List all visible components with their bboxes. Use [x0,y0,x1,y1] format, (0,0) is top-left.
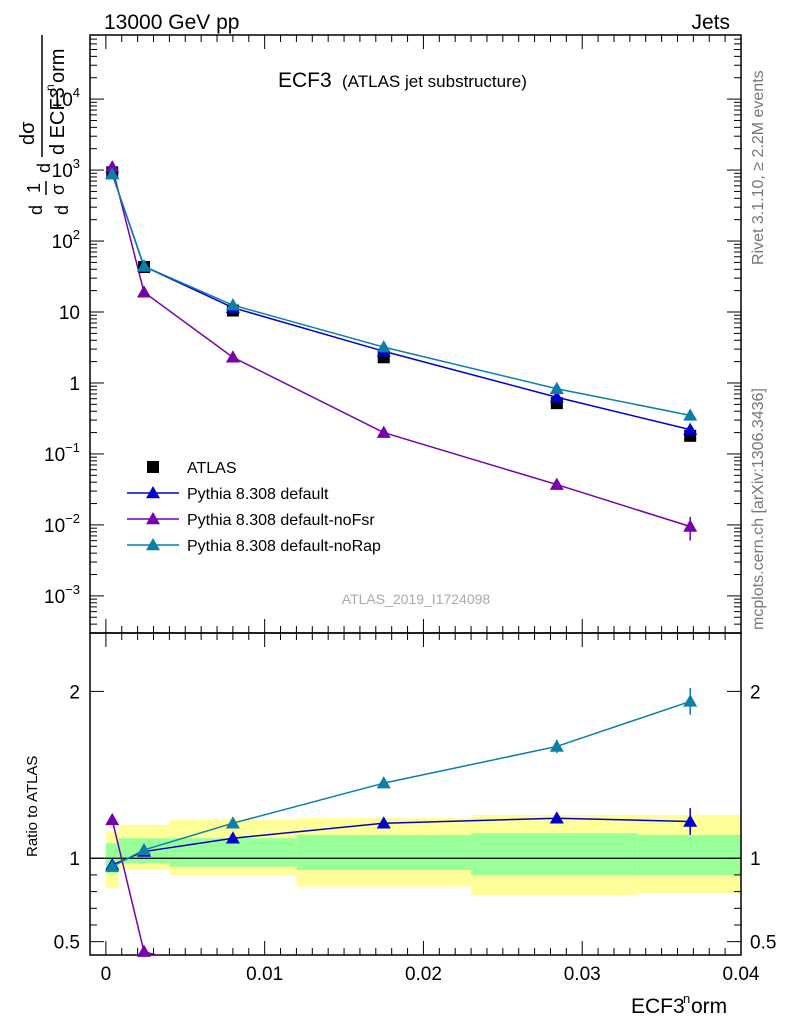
main-mc-point [376,340,391,353]
main-y-tick-label: 10−1 [44,440,80,466]
main-mc-point [376,425,391,438]
svg-text:1: 1 [24,183,44,193]
main-y-tick-label: 103 [52,156,80,182]
band-inner [637,834,741,875]
svg-text:d ECF3: d ECF3 [47,87,69,155]
svg-text:d: d [34,163,54,173]
legend-label: Pythia 8.308 default-noRap [187,538,381,555]
main-y-tick-label: 10−3 [44,582,80,608]
ratio-point [136,944,151,957]
main-panel-series [105,160,698,541]
plot-subtitle: (ATLAS jet substructure) [342,72,527,91]
main-y-tick-label: 102 [52,227,80,253]
legend-marker [146,486,160,499]
legend-marker [146,512,160,525]
ratio-point [376,816,391,829]
main-mc-point [105,167,120,180]
ratio-y-tick-label-left: 2 [69,682,80,703]
main-mc-point [105,160,120,173]
main-mc-point [549,381,564,394]
svg-text:orm: orm [47,49,69,83]
main-mc-point [683,408,698,421]
ratio-point [683,694,698,707]
ratio-point [136,842,151,856]
ratio-point [549,811,564,824]
ratio-y-tick-label-right: 2 [750,682,761,703]
legend-label: Pythia 8.308 default-noFsr [187,512,375,529]
header-right: Jets [691,11,730,34]
ratio-x-tick-label: 0.03 [564,964,601,985]
ratio-point [225,816,240,829]
svg-text:σ: σ [48,184,68,195]
main-y-tick-label: 104 [52,85,80,111]
main-series-line [111,173,691,431]
ratio-point [105,812,120,826]
ratio-y-axis-label: Ratio to ATLAS [24,756,41,857]
svg-text:n: n [43,84,57,91]
main-y-tick-label: 10 [59,303,80,324]
ratio-y-tick-label-left: 0.5 [54,933,80,954]
header-left: 13000 GeV pp [104,11,239,34]
plot-title: ECF3 [278,69,332,92]
main-mc-point [549,477,564,490]
main-mc-point [683,519,698,532]
ratio-x-tick-label: 0 [101,964,112,985]
main-series-line [111,173,691,417]
main-mc-point [549,390,564,403]
main-y-tick-label: 1 [69,374,80,395]
main-mc-point [683,422,698,435]
svg-text:n: n [683,991,690,1006]
ratio-point [549,739,564,752]
band-inner [471,833,638,875]
ratio-panel-axes: 0 0.01 0.02 0.03 0.04 0.5 0.5 1 1 2 2 [54,632,776,985]
ratio-point [105,859,120,872]
analysis-watermark: ATLAS_2019_I1724098 [342,591,491,607]
main-y-axis-label: d d 1 σ d dσ d ECF3 n orm [17,35,72,215]
ratio-x-tick-label: 0.01 [246,964,283,985]
legend-marker [146,538,160,551]
ratio-y-tick-label-left: 1 [69,849,80,870]
main-mc-point [136,285,151,298]
ratio-x-tick-label: 0.04 [723,964,760,985]
ratio-x-tick-label: 0.02 [405,964,442,985]
main-y-tick-label: 10−2 [44,511,80,537]
svg-text:dσ: dσ [17,121,39,145]
band-inner [296,834,472,870]
svg-text:ECF3: ECF3 [631,995,685,1018]
ratio-panel-series [105,688,698,957]
rivet-version-label: Rivet 3.1.10, ≥ 2.2M events [750,70,767,265]
svg-text:orm: orm [691,995,727,1018]
svg-text:d: d [26,205,46,215]
legend-label: Pythia 8.308 default [187,486,329,503]
ratio-y-tick-label-right: 1 [750,849,761,870]
ratio-uncertainty-bands [90,814,741,895]
legend-marker [147,461,159,473]
mcplots-label: mcplots.cern.ch [arXiv:1306.3436] [750,388,767,630]
svg-text:d: d [52,205,72,215]
main-mc-point [225,350,240,363]
legend-label: ATLAS [187,460,237,477]
main-mc-point [225,298,240,311]
main-mc-point [136,259,151,272]
legend: ATLAS Pythia 8.308 default Pythia 8.308 de… [127,460,381,555]
ratio-frame [89,632,742,956]
x-axis-label: ECF3 n orm [631,991,727,1018]
ratio-point [376,776,391,789]
ratio-point [225,831,240,844]
ratio-y-tick-label-right: 0.5 [750,933,776,954]
ratio-point [683,814,698,827]
main-panel-axes: 10−3 10−2 10−1 1 10 102 103 104 [44,34,742,634]
